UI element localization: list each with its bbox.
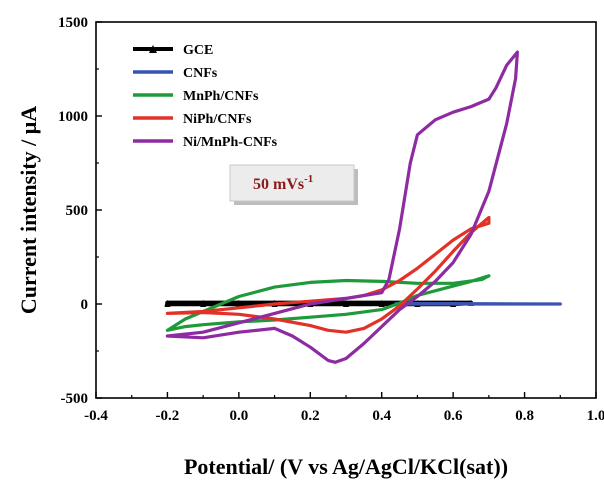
gce-marker [235,301,242,307]
x-axis-title: Potential/ (V vs Ag/AgCl/KCl(sat)) [184,454,508,479]
y-tick-label: -500 [61,391,89,407]
y-tick-label: 0 [81,297,89,313]
legend-label: Ni/MnPh-CNFs [183,135,278,150]
scan-rate-annotation: 50 mVs-1 [229,164,358,205]
legend-label: CNFs [183,66,218,81]
series-line-mnph-cnfs [165,274,491,332]
x-tick-label: -0.4 [84,408,108,424]
legend-label: MnPh/CNFs [183,89,259,104]
x-tick-label: -0.2 [156,408,180,424]
legend-label: GCE [183,43,213,58]
x-tick-label: 0.8 [515,408,534,424]
y-tick-label: 1000 [58,109,88,125]
annotation-base: 50 mVs [253,176,304,193]
annotation-superscript: -1 [304,173,313,185]
axis-ticks: -0.4 -0.2 0.0 0.2 0.4 0.6 0.8 1.0 -500 0 500 1000 15… [58,15,604,424]
legend-marker [149,45,157,53]
series-layer [164,50,562,364]
gce-marker [200,301,207,307]
x-tick-label: 0.4 [372,408,391,424]
annotation-text: 50 mVs-1 [253,173,313,193]
gce-marker [378,301,385,307]
plot-frame [95,21,597,399]
legend-label: NiPh/CNFs [183,112,252,127]
y-tick-label: 500 [66,203,89,219]
x-tick-label: 1.0 [587,408,604,424]
series-line-ni-mnph-cnfs [165,50,519,364]
x-tick-label: 0.2 [301,408,320,424]
y-axis-title: Current intensity / μA [16,106,41,314]
annotation-box [229,164,355,202]
gce-marker [164,301,171,307]
legend: GCE CNFs MnPh/CNFs NiPh/CNFs Ni/MnPh-CNFs [133,43,278,150]
y-tick-label: 1500 [58,15,88,31]
x-tick-label: 0.6 [444,408,463,424]
x-tick-label: 0.0 [229,408,248,424]
gce-marker [343,301,349,307]
